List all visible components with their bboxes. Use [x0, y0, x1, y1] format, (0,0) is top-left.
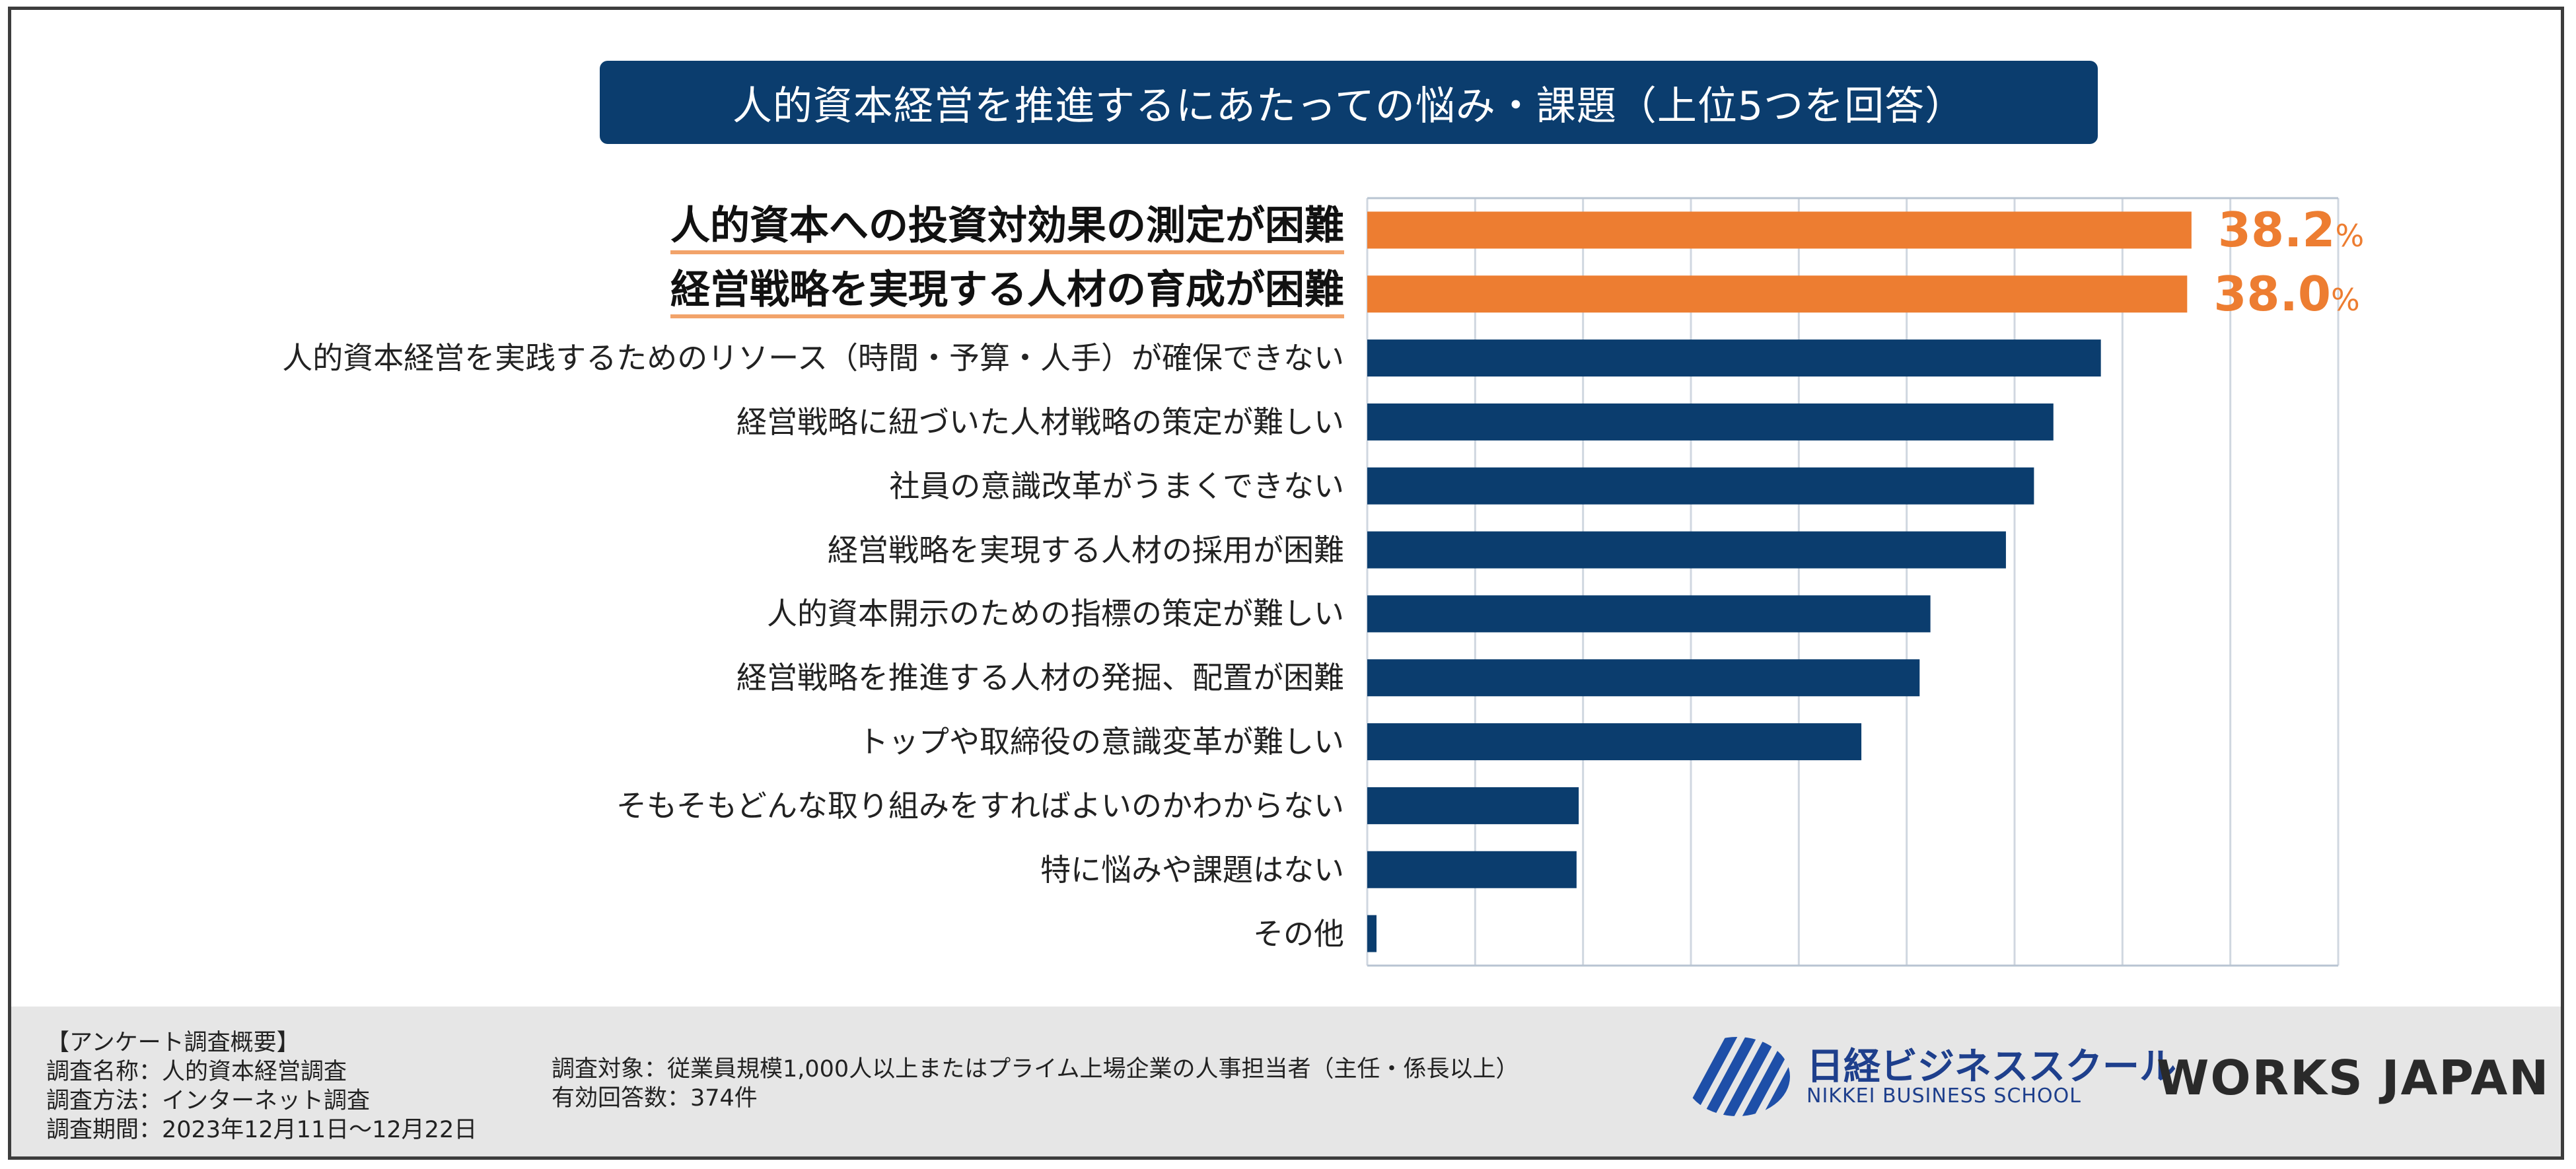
works-japan-logo: WORKS JAPAN	[2157, 1050, 2550, 1106]
value-label-unit: %	[2335, 218, 2365, 254]
survey-name: 調査名称：人的資本経営調査	[46, 1059, 347, 1085]
chart-title-banner: 人的資本経営を推進するにあたっての悩み・課題（上位5つを回答）	[600, 61, 2098, 144]
chart-title: 人的資本経営を推進するにあたっての悩み・課題（上位5つを回答）	[732, 83, 1966, 129]
bar-10	[1367, 787, 1579, 824]
category-label-7: 人的資本開示のための指標の策定が難しい	[767, 596, 1344, 632]
bar-1	[1367, 211, 2192, 249]
survey-target: 調査対象：従業員規模1,000人以上またはプライム上場企業の人事担当者（主任・係…	[552, 1056, 1519, 1082]
survey-method: 調査方法：インターネット調査	[46, 1088, 371, 1114]
category-label-2: 経営戦略を実現する人材の育成が困難	[670, 268, 1344, 319]
value-label-number: 38.0	[2213, 266, 2331, 322]
nikkei-business-school-logo-icon	[1684, 1037, 1790, 1116]
category-label-1: 人的資本への投資対効果の測定が困難	[670, 204, 1344, 255]
category-label-10: そもそもどんな取り組みをすればよいのかわからない	[616, 787, 1344, 824]
value-label-number: 38.2	[2217, 202, 2336, 258]
category-label-9: トップや取締役の意識変革が難しい	[858, 724, 1344, 760]
survey-summary-footer	[11, 1007, 2561, 1156]
category-label-5: 社員の意識改革がうまくできない	[889, 468, 1344, 504]
category-label-6: 経営戦略を実現する人材の採用が困難	[828, 532, 1344, 568]
category-label-8: 経営戦略を推進する人材の発掘、配置が困難	[736, 660, 1344, 696]
nikkei-business-school-logo-subtext: NIKKEI BUSINESS SCHOOL	[1807, 1084, 2081, 1108]
bar-5	[1367, 467, 2034, 505]
bar-2	[1367, 275, 2188, 313]
bar-12	[1367, 915, 1377, 952]
bar-11	[1367, 851, 1577, 888]
value-label-2: 38.0%	[2213, 267, 2359, 320]
survey-heading: 【アンケート調査概要】	[46, 1030, 300, 1056]
category-label-4: 経営戦略に紐づいた人材戦略の策定が難しい	[736, 404, 1344, 440]
bar-9	[1367, 723, 1862, 761]
bar-chart	[1366, 197, 2340, 967]
survey-responses: 有効回答数：374件	[552, 1085, 758, 1112]
value-label-1: 38.2%	[2218, 203, 2364, 256]
category-label-11: 特に悩みや課題はない	[1040, 851, 1344, 888]
category-label-3: 人的資本経営を実践するためのリソース（時間・予算・人手）が確保できない	[282, 340, 1344, 376]
bar-8	[1367, 659, 1920, 697]
bar-4	[1367, 403, 2054, 441]
nikkei-business-school-logo-text: 日経ビジネススクール	[1807, 1045, 2176, 1088]
category-label-12: その他	[1253, 915, 1344, 952]
value-label-unit: %	[2330, 282, 2360, 318]
survey-period: 調査期間：2023年12月11日〜12月22日	[46, 1117, 478, 1143]
bar-6	[1367, 531, 2006, 569]
bar-3	[1367, 339, 2101, 377]
bar-7	[1367, 595, 1931, 633]
